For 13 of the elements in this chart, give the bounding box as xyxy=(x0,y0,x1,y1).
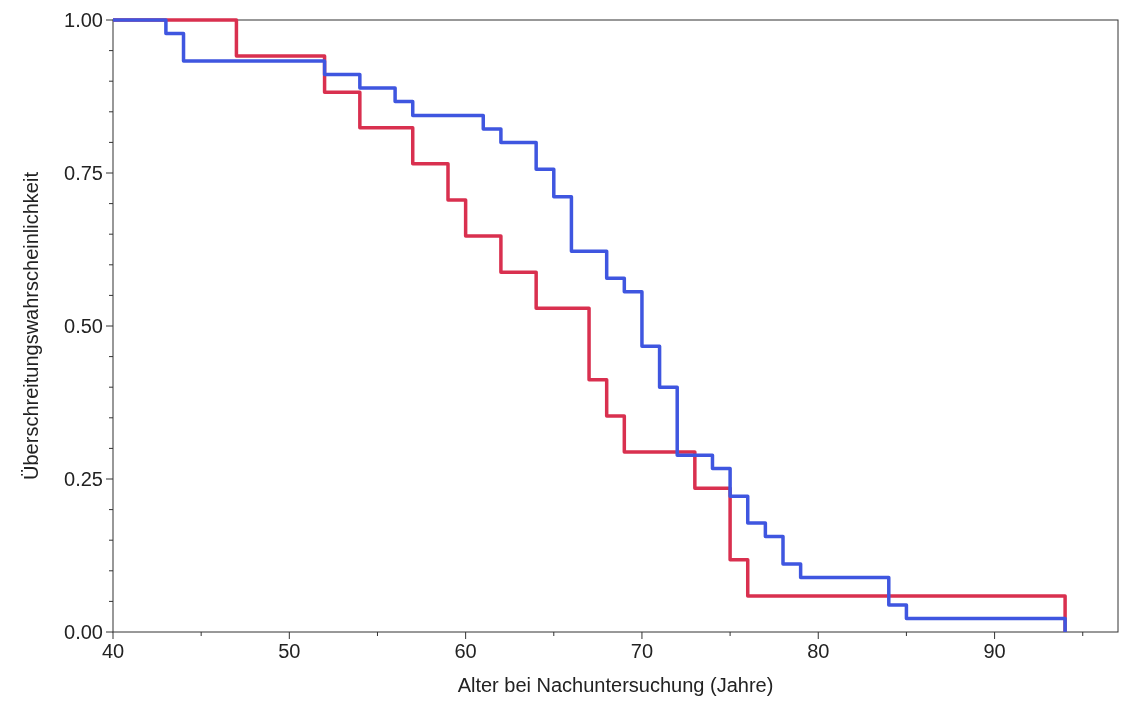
x-tick-label: 80 xyxy=(807,640,830,662)
x-tick-label: 50 xyxy=(278,640,301,662)
x-tick-label: 40 xyxy=(101,640,125,662)
x-axis-title: Alter bei Nachuntersuchung (Jahre) xyxy=(457,674,774,696)
y-tick-label: 0.50 xyxy=(64,315,103,337)
x-tick-label: 60 xyxy=(454,640,477,662)
y-tick-label: 0.25 xyxy=(64,468,103,490)
y-tick-label: 0.00 xyxy=(64,621,103,643)
y-axis-title: Überschreitungswahrscheinlichkeit xyxy=(20,171,42,480)
y-tick-label: 1.00 xyxy=(64,9,103,31)
x-tick-label: 70 xyxy=(630,640,654,662)
y-tick-label: 0.75 xyxy=(64,162,103,184)
x-tick-label: 90 xyxy=(983,640,1006,662)
